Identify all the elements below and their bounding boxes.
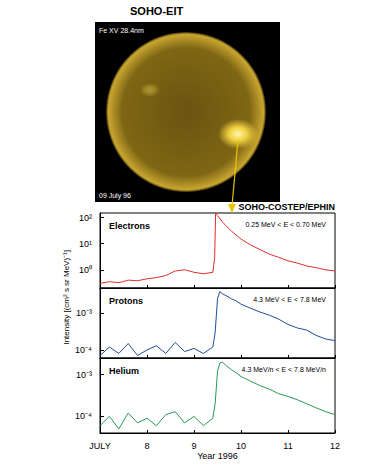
svg-text:9: 9 [191,441,196,451]
svg-text:4.3 MeV/n < E < 7.8 MeV/n: 4.3 MeV/n < E < 7.8 MeV/n [242,366,327,373]
svg-text:10⁻³: 10⁻³ [76,370,92,380]
svg-text:SOHO-EIT: SOHO-EIT [130,5,183,17]
svg-text:SOHO-COSTEP/EPHIN: SOHO-COSTEP/EPHIN [238,202,335,212]
svg-text:Protons: Protons [109,296,143,306]
svg-text:JULY: JULY [89,441,110,451]
svg-text:0.25 MeV < E < 0.70 MeV: 0.25 MeV < E < 0.70 MeV [245,221,326,228]
svg-text:10⁻⁴: 10⁻⁴ [75,345,92,355]
svg-text:8: 8 [144,441,149,451]
svg-text:10⁻⁴: 10⁻⁴ [75,411,92,421]
svg-text:10⁻³: 10⁻³ [76,308,92,318]
svg-text:Fe XV 28.4nm: Fe XV 28.4nm [99,27,144,34]
svg-text:10¹: 10¹ [79,239,92,249]
svg-text:10²: 10² [79,213,92,223]
svg-text:Intensity [(cm² s sr MeV)⁻¹]: Intensity [(cm² s sr MeV)⁻¹] [62,250,71,345]
svg-text:11: 11 [283,441,292,451]
svg-text:Helium: Helium [109,366,139,376]
svg-text:12: 12 [330,441,340,451]
svg-text:09 July 96: 09 July 96 [99,192,131,200]
svg-text:4.3 MeV < E < 7.8 MeV: 4.3 MeV < E < 7.8 MeV [253,296,326,303]
svg-text:Electrons: Electrons [109,221,150,231]
svg-text:10⁰: 10⁰ [79,265,92,275]
svg-text:Year 1996: Year 1996 [197,451,238,461]
svg-text:10: 10 [236,441,246,451]
